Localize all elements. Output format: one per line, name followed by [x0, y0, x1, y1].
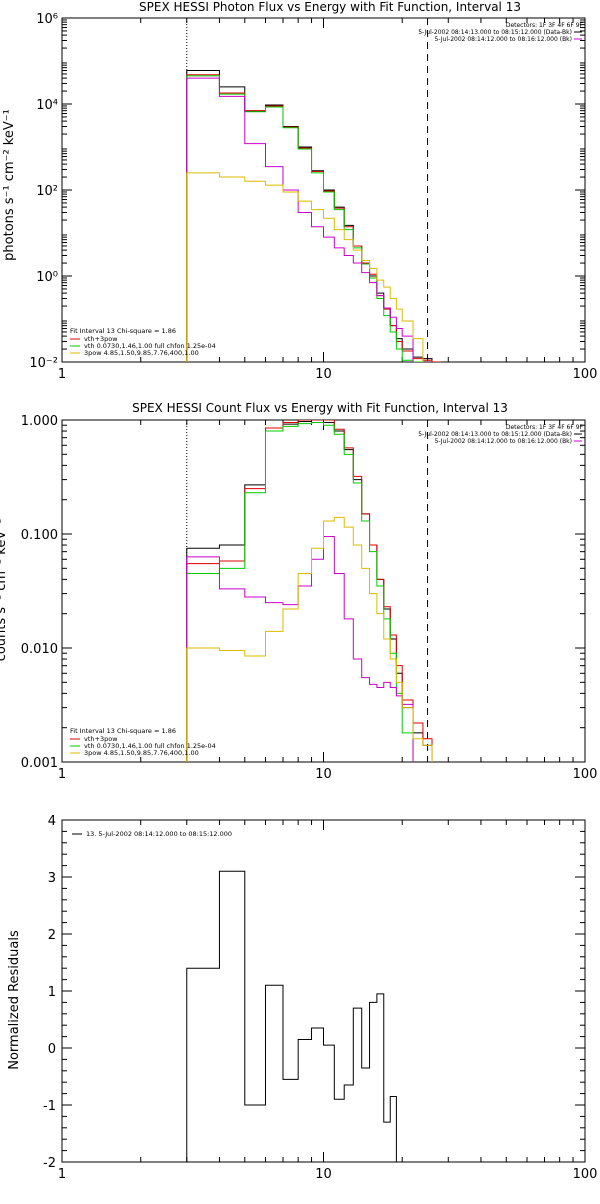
photon-flux-series-1 [186, 74, 441, 362]
residuals-ytick-label: -1 [43, 1099, 56, 1114]
photon-flux-ytick-label: 10² [36, 184, 58, 199]
count-flux-fit-label-3: 3pow 4.85,1.50,9.85,7.76,400,1.00 [84, 749, 199, 757]
count-flux-fit-label-1: vth+3pow [84, 735, 118, 743]
count-flux-legend-data: 5-Jul-2002 08:14:13.000 to 08:15:12.000 … [418, 431, 572, 438]
photon-flux-series-3 [186, 77, 414, 362]
count-flux-fit-text: Fit Interval 13 Chi-square = 1.86 [70, 727, 176, 735]
photon-flux-ytick-label: 10⁴ [36, 98, 58, 113]
residuals-ytick-label: 0 [48, 1042, 56, 1057]
count-flux-xtick-label: 10 [315, 767, 332, 782]
photon-flux-series-group [186, 70, 441, 362]
photon-flux-legend-data: 5-Jul-2002 08:14:13.000 to 08:15:12.000 … [418, 29, 572, 36]
photon-flux-fit-label-1: vth+3pow [84, 335, 118, 343]
residuals-series-0 [186, 870, 397, 1162]
photon-flux-legend-bk: 5-Jul-2002 08:14:12.000 to 08:16:12.000 … [434, 36, 572, 43]
count-flux-xtick-label: 1 [58, 767, 66, 782]
photon-flux-fit-text: Fit Interval 13 Chi-square = 1.86 [70, 327, 176, 335]
residuals-xtick-label: 100 [573, 1167, 598, 1182]
residuals-ylabel: Normalized Residuals [7, 930, 22, 1070]
photon-flux-series-4 [186, 172, 424, 362]
count-flux-series-2 [186, 422, 414, 762]
count-flux-series-group [186, 420, 433, 762]
count-flux-ytick-label: 0.010 [21, 642, 58, 657]
photon-flux-xtick-label: 1 [58, 367, 66, 382]
photon-flux-title: SPEX HESSI Photon Flux vs Energy with Fi… [139, 0, 521, 14]
residuals-frame [61, 819, 586, 1163]
photon-flux-ylabel: photons s⁻¹ cm⁻² keV⁻¹ [2, 109, 17, 261]
residuals-panel: Normalized Residuals 1 10 100 -2 -1 0 1 2 3 4 13.… [7, 814, 597, 1182]
count-flux-ylabel: counts s⁻¹ cm⁻² keV⁻¹ [0, 519, 9, 662]
count-flux-frame [61, 419, 586, 763]
count-flux-legend-bk: 5-Jul-2002 08:14:12.000 to 08:16:12.000 … [434, 438, 572, 445]
count-flux-panel: SPEX HESSI Count Flux vs Energy with Fit… [0, 401, 597, 782]
residuals-ytick-label: 1 [48, 985, 56, 1000]
residuals-ytick-label: 2 [48, 928, 56, 943]
residuals-ytick-label: -2 [43, 1156, 56, 1171]
photon-flux-ytick-label: 10⁰ [36, 270, 58, 285]
residuals-xtick-label: 1 [58, 1167, 66, 1182]
count-flux-detectors: Detectors: 1F 3F 4F 6F 9F [506, 424, 584, 431]
residuals-xtick-label: 10 [315, 1167, 332, 1182]
count-flux-xtick-label: 100 [573, 767, 598, 782]
residuals-plot-area: 1 10 100 -2 -1 0 1 2 3 4 [43, 814, 597, 1182]
count-flux-ytick-label: 0.001 [21, 756, 58, 771]
photon-flux-ytick-label: 10⁶ [36, 12, 58, 27]
residuals-series-group [186, 870, 397, 1162]
count-flux-fit-label-2: vth 0.0730,1.46,1.00 full chfon 1.25e-04 [84, 742, 216, 750]
photon-flux-fit-label-3: 3pow 4.85,1.50,9.85,7.76,400,1.00 [84, 349, 199, 357]
count-flux-series-3 [186, 536, 414, 762]
count-flux-plot-area: 1 10 100 0.001 0.010 0.100 1.000 [21, 414, 598, 782]
count-flux-title: SPEX HESSI Count Flux vs Energy with Fit… [132, 401, 508, 415]
photon-flux-detectors: Detectors: 1F 3F 4F 6F 9F [506, 22, 584, 29]
count-flux-series-4 [186, 516, 433, 762]
photon-flux-ytick-label: 10⁻² [29, 356, 58, 371]
photon-flux-series-2 [186, 75, 424, 362]
photon-flux-xtick-label: 10 [315, 367, 332, 382]
photon-flux-plot-area: 1 10 100 10⁻² 10⁰ 10² 10⁴ 10⁶ [29, 12, 597, 382]
photon-flux-fit-label-2: vth 0.0730,1.46,1.00 full chfon 1.25e-04 [84, 342, 216, 350]
count-flux-ytick-label: 1.000 [21, 414, 58, 429]
count-flux-ytick-label: 0.100 [21, 528, 58, 543]
residuals-ytick-label: 4 [48, 814, 56, 829]
photon-flux-panel: SPEX HESSI Photon Flux vs Energy with Fi… [2, 0, 597, 382]
residuals-legend-text: 13. 5-Jul-2002 08:14:12.000 to 08:15:12.… [86, 830, 232, 838]
residuals-ytick-label: 3 [48, 871, 56, 886]
photon-flux-xtick-label: 100 [573, 367, 598, 382]
